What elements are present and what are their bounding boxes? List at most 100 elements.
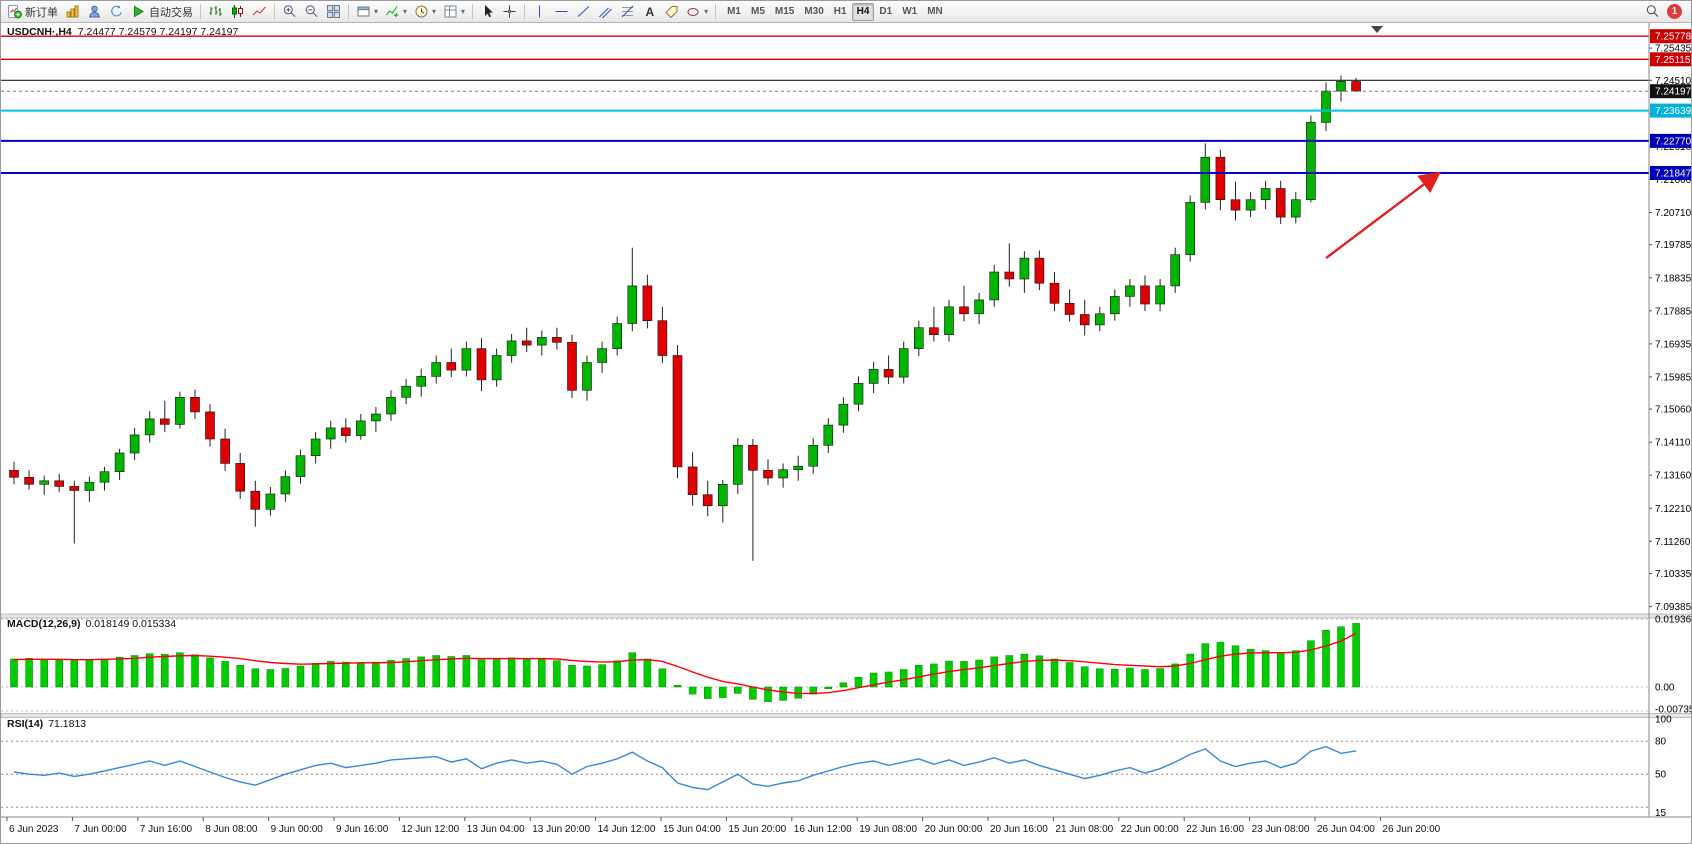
search-button[interactable] (1642, 2, 1663, 22)
svg-text:7.22770: 7.22770 (1655, 136, 1692, 147)
svg-text:7.20710: 7.20710 (1655, 208, 1692, 219)
svg-text:9 Jun 16:00: 9 Jun 16:00 (336, 824, 389, 835)
templates-button[interactable]: ▾ (440, 2, 468, 22)
shapes-tool-button[interactable]: ▾ (683, 2, 711, 22)
svg-text:7.10335: 7.10335 (1655, 569, 1692, 580)
zoom-in-button[interactable] (279, 2, 300, 22)
svg-text:7.18835: 7.18835 (1655, 273, 1692, 284)
svg-text:26 Jun 04:00: 26 Jun 04:00 (1317, 824, 1375, 835)
timeframe-m15-button[interactable]: M15 (770, 3, 799, 21)
text-icon: A (646, 5, 655, 19)
chart-canvas[interactable]: 7.254357.245107.235607.226107.216607.207… (1, 23, 1692, 844)
pane-separator[interactable] (1, 713, 1692, 718)
svg-text:13 Jun 04:00: 13 Jun 04:00 (467, 824, 525, 835)
svg-text:7.25435: 7.25435 (1655, 44, 1692, 55)
svg-text:A: A (646, 5, 655, 19)
fibonacci-icon (621, 5, 634, 18)
zoom-out-icon (305, 5, 318, 17)
chart-background (1, 23, 1691, 843)
notification-badge[interactable]: 1 (1667, 4, 1682, 19)
dropdown-caret: ▾ (704, 6, 709, 16)
horizontal-line-icon (555, 11, 568, 12)
pane-separator[interactable] (1, 613, 1692, 619)
channel-tool-button[interactable] (595, 2, 616, 22)
svg-text:14 Jun 12:00: 14 Jun 12:00 (598, 824, 656, 835)
new-chart-button[interactable] (62, 2, 83, 22)
rsi-name: RSI(14) (7, 718, 44, 730)
timeframe-h4-button[interactable]: H4 (851, 2, 875, 21)
tile-windows-icon (327, 5, 340, 18)
text-tool-button[interactable]: A (639, 2, 660, 22)
timeframe-m5-button[interactable]: M5 (746, 3, 770, 21)
svg-text:26 Jun 20:00: 26 Jun 20:00 (1382, 824, 1440, 835)
timeframe-d1-button[interactable]: D1 (874, 3, 897, 21)
symbol-title: USDCNH·,H4 (7, 26, 72, 38)
timeframe-mn-button[interactable]: MN (922, 3, 948, 21)
svg-text:15 Jun 20:00: 15 Jun 20:00 (728, 824, 786, 835)
rsi-scale[interactable]: 100 80 50 15 (1655, 715, 1672, 820)
new-order-icon (8, 5, 22, 19)
periods-button[interactable]: ▾ (411, 2, 439, 22)
candlestick-mode-button[interactable] (227, 2, 248, 22)
svg-text:16 Jun 12:00: 16 Jun 12:00 (794, 824, 852, 835)
chart-ohlc-title: USDCNH·,H4 7.24477 7.24579 7.24197 7.2419… (7, 26, 238, 38)
template-icon (444, 5, 457, 18)
toolbar-separator (472, 4, 474, 19)
macd-scale[interactable]: 0.019363 0.00 -0.007358 (1655, 615, 1692, 716)
timeframe-m30-button[interactable]: M30 (799, 3, 828, 21)
svg-text:7.16935: 7.16935 (1655, 339, 1692, 350)
shapes-icon (687, 8, 699, 16)
zoom-out-button[interactable] (301, 2, 322, 22)
chart-shift-marker[interactable] (1371, 26, 1383, 33)
new-window-button[interactable]: ▾ (353, 2, 381, 22)
timeframe-w1-button[interactable]: W1 (897, 3, 922, 21)
fibonacci-tool-button[interactable] (617, 2, 638, 22)
toolbar-separator (524, 4, 526, 19)
profile-icon (88, 5, 101, 18)
svg-text:0.019363: 0.019363 (1655, 615, 1692, 626)
profiles-button[interactable] (84, 2, 105, 22)
line-chart-icon (252, 6, 266, 16)
new-order-button[interactable]: 新订单 (4, 2, 61, 22)
macd-indicator-label: MACD(12,26,9) 0.018149 0.015334 (7, 618, 176, 630)
bar-chart-mode-button[interactable] (205, 2, 226, 22)
tile-windows-button[interactable] (323, 2, 344, 22)
macd-values: 0.018149 0.015334 (85, 618, 177, 630)
time-axis[interactable]: 6 Jun 2023 7 Jun 00:00 7 Jun 16:00 8 Jun 08… (6, 817, 1441, 835)
svg-text:50: 50 (1655, 770, 1667, 781)
label-tool-button[interactable] (661, 2, 682, 22)
svg-text:7.24197: 7.24197 (1655, 87, 1692, 98)
svg-text:7.15060: 7.15060 (1655, 405, 1692, 416)
trendline-tool-button[interactable] (573, 2, 594, 22)
new-order-label: 新订单 (25, 6, 58, 19)
cursor-tool-button[interactable] (477, 2, 498, 22)
timeframe-m1-button[interactable]: M1 (722, 3, 746, 21)
dropdown-caret: ▾ (432, 6, 437, 16)
dropdown-caret: ▾ (461, 6, 466, 16)
indicators-button[interactable]: ▾ (382, 2, 410, 22)
horizontal-line-tool-button[interactable] (551, 2, 572, 22)
refresh-button[interactable] (106, 2, 127, 22)
svg-text:7 Jun 16:00: 7 Jun 16:00 (140, 824, 193, 835)
clock-icon (415, 5, 428, 18)
bar-stats-icon (66, 5, 79, 18)
svg-text:12 Jun 12:00: 12 Jun 12:00 (401, 824, 459, 835)
horizontal-price-lines[interactable] (1, 35, 1649, 174)
trend-arrow[interactable] (1325, 171, 1442, 260)
svg-text:15 Jun 04:00: 15 Jun 04:00 (663, 824, 721, 835)
svg-text:22 Jun 16:00: 22 Jun 16:00 (1186, 824, 1244, 835)
svg-text:100: 100 (1655, 715, 1672, 726)
svg-text:7.14110: 7.14110 (1655, 438, 1691, 449)
vertical-line-tool-button[interactable] (529, 2, 550, 22)
svg-text:80: 80 (1655, 737, 1667, 748)
macd-signal-line (13, 632, 1357, 695)
refresh-icon (111, 5, 122, 17)
svg-text:19 Jun 08:00: 19 Jun 08:00 (859, 824, 917, 835)
crosshair-tool-button[interactable] (499, 2, 520, 22)
svg-text:7.17885: 7.17885 (1655, 306, 1692, 317)
svg-text:7.12210: 7.12210 (1655, 504, 1692, 515)
line-chart-mode-button[interactable] (249, 2, 270, 22)
timeframe-h1-button[interactable]: H1 (829, 3, 852, 21)
auto-trading-button[interactable]: 自动交易 (128, 2, 196, 22)
